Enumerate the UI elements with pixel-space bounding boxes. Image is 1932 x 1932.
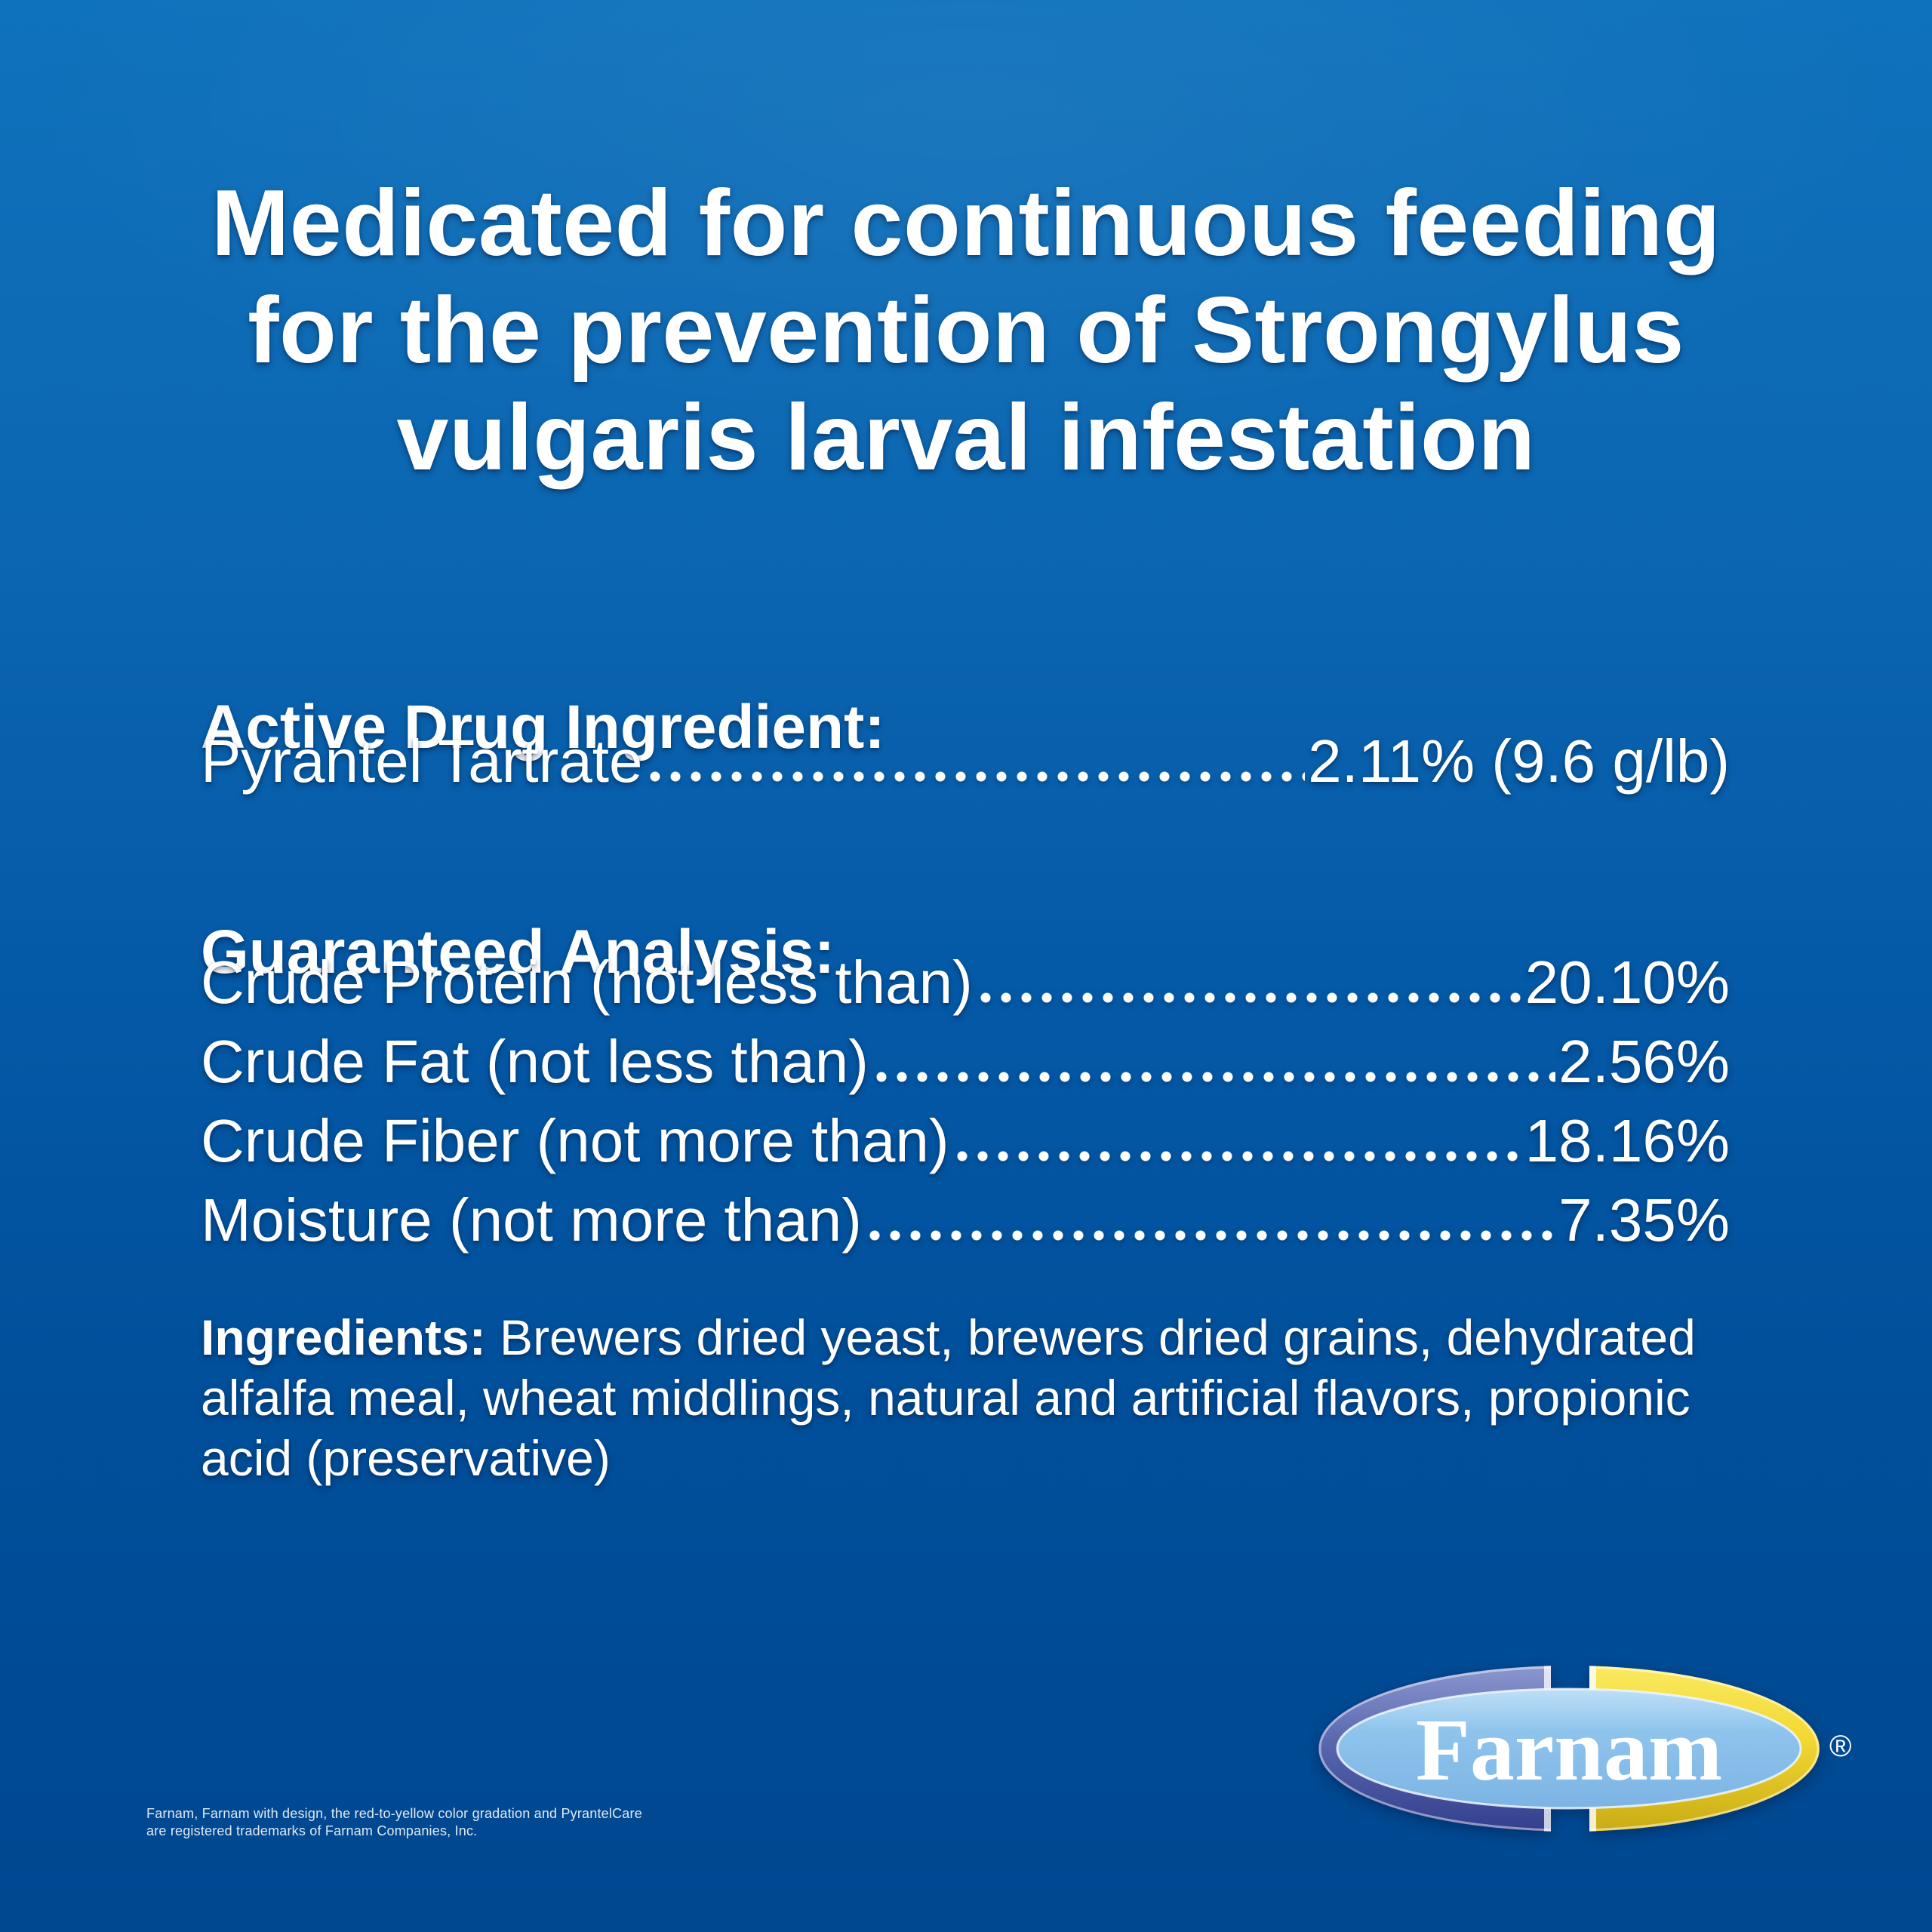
ingredients-line-1-text: Brewers dried yeast, brewers dried grain… xyxy=(500,1309,1696,1365)
farnam-logo-left-arc xyxy=(1318,1666,1551,1832)
guaranteed-analysis-heading: Guaranteed Analysis: xyxy=(201,918,835,987)
fine-print: Farnam, Farnam with design, the red-to-y… xyxy=(146,1805,642,1840)
dotted-leader xyxy=(875,1072,1556,1082)
analysis-row-crude-fiber: Crude Fiber (not more than) 18.16% xyxy=(201,1101,1730,1180)
row-value: 18.16% xyxy=(1524,1107,1730,1174)
dotted-leader xyxy=(980,992,1522,1003)
ingredients-line-1: Ingredients: Brewers dried yeast, brewer… xyxy=(201,1307,1696,1367)
guaranteed-analysis-table: Crude Protein (not less than) 20.10% Cru… xyxy=(0,943,1932,1260)
farnam-logo: Farnam xyxy=(1298,1645,1872,1887)
title-line-2: for the prevention of Strongylus xyxy=(248,278,1684,383)
dotted-leader xyxy=(956,1151,1522,1161)
dotted-leader xyxy=(650,771,1306,782)
row-label: Crude Protein (not less than) xyxy=(201,949,973,1016)
active-drug-value: 2.11% (9.6 g/lb) xyxy=(1308,728,1730,795)
farnam-brand-text: Farnam xyxy=(1416,1700,1722,1799)
page-title: Medicated for continuous feeding for the… xyxy=(0,170,1932,491)
row-value: 7.35% xyxy=(1558,1186,1730,1254)
ingredients-line-3: acid (preservative) xyxy=(201,1430,611,1486)
row-value: 2.56% xyxy=(1558,1028,1730,1095)
ingredients-label: Ingredients: xyxy=(201,1309,486,1365)
ingredients-line-2: alfalfa meal, wheat middlings, natural a… xyxy=(201,1370,1690,1426)
row-label: Moisture (not more than) xyxy=(201,1186,862,1254)
dotted-leader xyxy=(869,1230,1556,1241)
title-line-3: vulgaris larval infestation xyxy=(396,386,1536,490)
analysis-row-moisture: Moisture (not more than) 7.35% xyxy=(201,1180,1730,1260)
farnam-logo-right-arc xyxy=(1589,1666,1820,1832)
analysis-row-crude-fat: Crude Fat (not less than) 2.56% xyxy=(201,1022,1730,1101)
fine-print-line-2: are registered trademarks of Farnam Comp… xyxy=(146,1823,478,1838)
row-value: 20.10% xyxy=(1524,949,1730,1016)
active-drug-label: Pyrantel Tartrate xyxy=(201,728,643,795)
farnam-logo-inner-oval xyxy=(1336,1687,1802,1810)
fine-print-line-1: Farnam, Farnam with design, the red-to-y… xyxy=(146,1806,642,1821)
row-label: Crude Fiber (not more than) xyxy=(201,1107,949,1174)
ingredients-paragraph: Ingredients: Brewers dried yeast, brewer… xyxy=(201,1307,1696,1488)
title-line-1: Medicated for continuous feeding xyxy=(211,171,1721,275)
registered-trademark-icon: ® xyxy=(1829,1730,1852,1763)
active-drug-row: Pyrantel Tartrate 2.11% (9.6 g/lb) xyxy=(201,721,1730,801)
analysis-row-crude-protein: Crude Protein (not less than) 20.10% xyxy=(201,943,1730,1022)
row-label: Crude Fat (not less than) xyxy=(201,1028,869,1095)
active-drug-heading: Active Drug Ingredient: xyxy=(201,693,885,762)
